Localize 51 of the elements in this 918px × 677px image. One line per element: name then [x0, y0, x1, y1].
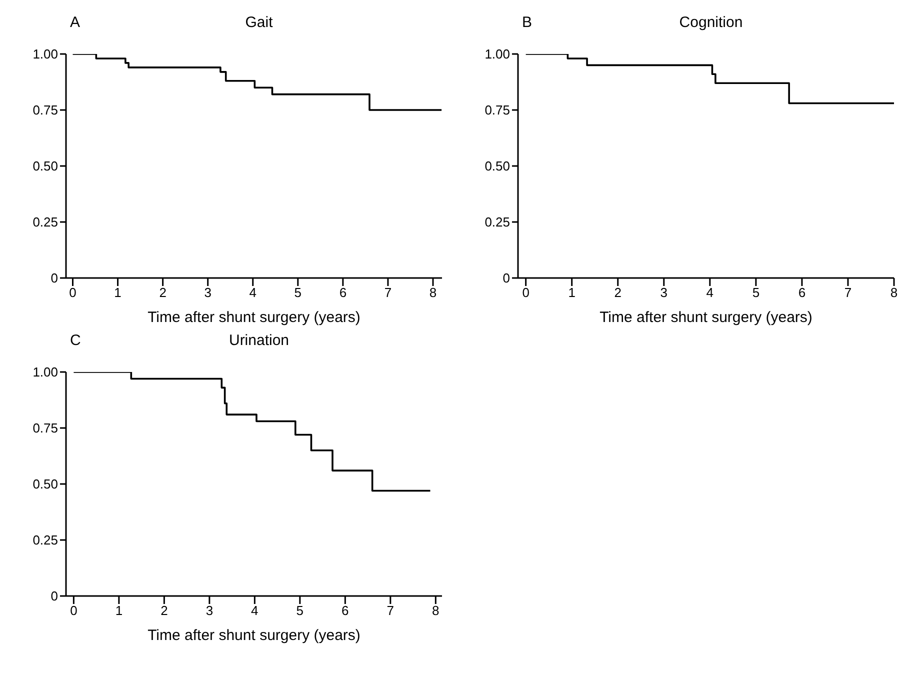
x-axis-title: Time after shunt surgery (years): [148, 627, 360, 644]
y-tick-label: 0: [502, 270, 510, 286]
chart-title: Gait: [245, 14, 273, 31]
x-tick-label: 4: [251, 603, 258, 618]
y-tick-label: 0.25: [32, 214, 58, 230]
x-tick-label: 6: [339, 285, 347, 300]
y-tick-label: 0.75: [32, 102, 58, 118]
x-tick-label: 2: [160, 603, 168, 618]
x-tick-label: 3: [206, 603, 214, 618]
x-tick-label: 1: [115, 603, 123, 618]
chart-title: Urination: [228, 332, 290, 349]
x-tick-label: 7: [384, 285, 392, 300]
y-tick-label: 0.50: [32, 476, 58, 492]
y-tick-label: 1.00: [32, 364, 58, 380]
x-tick-label: 4: [249, 285, 256, 300]
x-tick-label: 7: [844, 285, 852, 300]
x-tick-label: 5: [752, 285, 760, 300]
y-tick-label: 1.00: [484, 46, 510, 62]
x-tick-label: 7: [386, 603, 394, 618]
y-tick-label: 0.50: [32, 158, 58, 174]
x-tick-label: 5: [294, 285, 302, 300]
x-tick-label: 8: [432, 603, 440, 618]
y-tick-label: 0.25: [484, 214, 510, 230]
chart-title: Cognition: [679, 14, 743, 31]
x-tick-label: 6: [342, 603, 349, 618]
x-tick-label: 0: [69, 285, 76, 300]
x-axis-title: Time after shunt surgery (years): [148, 309, 360, 326]
x-tick-label: 8: [890, 285, 898, 300]
text: A: [70, 14, 80, 31]
x-tick-label: 5: [296, 603, 304, 618]
y-tick-label: 0.75: [32, 420, 58, 436]
x-axis-title: Time after shunt surgery (years): [600, 309, 812, 326]
y-tick-label: 0.50: [484, 158, 510, 174]
x-tick-label: 4: [706, 285, 714, 300]
x-tick-label: 6: [798, 285, 806, 300]
text: C: [70, 332, 81, 349]
x-tick-label: 8: [429, 285, 437, 300]
x-tick-label: 2: [159, 285, 166, 300]
text: B: [522, 14, 532, 31]
y-tick-label: 0.75: [484, 102, 510, 118]
x-tick-label: 1: [114, 285, 122, 300]
x-tick-label: 0: [70, 603, 78, 618]
y-tick-label: 1.00: [32, 46, 58, 62]
y-tick-label: 0: [50, 270, 58, 286]
x-tick-label: 2: [614, 285, 622, 300]
x-tick-label: 1: [568, 285, 576, 300]
y-tick-label: 0: [50, 588, 58, 604]
x-tick-label: 3: [204, 285, 212, 300]
x-tick-label: 0: [522, 285, 530, 300]
y-tick-label: 0.25: [32, 532, 58, 548]
x-tick-label: 3: [660, 285, 668, 300]
